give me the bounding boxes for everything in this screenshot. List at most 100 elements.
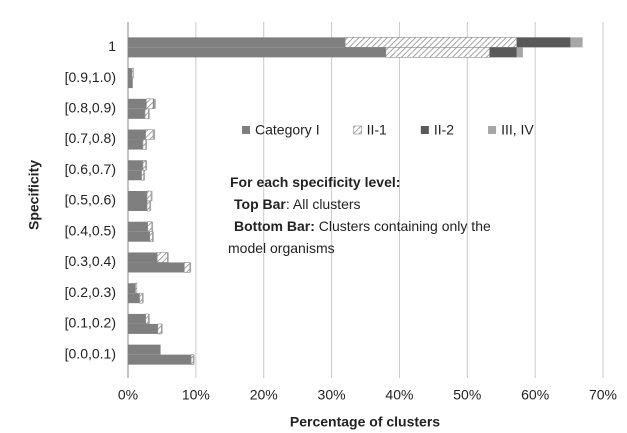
bar-segment	[139, 292, 143, 304]
bar-segment	[131, 67, 134, 79]
bar-segment	[128, 252, 158, 263]
bar-segment	[149, 231, 153, 243]
bar-segment	[344, 37, 518, 48]
bar-segment	[128, 313, 146, 324]
bar-segment	[128, 139, 143, 150]
annotation: Top Bar: All clusters	[234, 196, 361, 212]
bar-segment	[128, 98, 147, 109]
x-tick-label: 20%	[250, 387, 278, 403]
bar-segment	[190, 354, 194, 365]
x-axis-label: Percentage of clusters	[290, 414, 440, 430]
y-tick-label: [0.8,0.9)	[65, 100, 116, 116]
bar-segment	[128, 37, 346, 48]
bar-segment	[148, 313, 150, 324]
annotation-part: Clusters containing only the	[315, 218, 491, 234]
bar-segment	[157, 323, 162, 335]
bar-segment	[161, 323, 163, 334]
bar-segment	[570, 37, 583, 48]
annotation: For each specificity level:	[230, 174, 400, 190]
bar-segment	[128, 354, 192, 365]
bar-segment	[143, 170, 145, 181]
legend-label: Category I	[255, 122, 320, 138]
bar-segment	[128, 47, 386, 58]
bar-segment	[146, 98, 154, 110]
y-tick-label: [0.2,0.3)	[65, 284, 116, 300]
y-tick-label: [0.1,0.2)	[65, 315, 116, 331]
y-tick-label: [0.3,0.4)	[65, 253, 116, 269]
y-tick-label: [0.6,0.7)	[65, 161, 116, 177]
bar-segment	[156, 252, 168, 263]
bar-segment	[516, 37, 571, 48]
bar-segment	[128, 262, 185, 273]
bar-segment	[145, 129, 154, 140]
bar-segment	[145, 139, 147, 150]
bar-segment	[142, 159, 146, 171]
bar-segment	[149, 201, 152, 211]
legend-swatch	[242, 126, 250, 134]
x-tick-label: 60%	[521, 387, 549, 403]
y-tick-label: [0.5,0.6)	[65, 192, 116, 208]
bar-segment	[153, 98, 154, 109]
bar-segment	[128, 344, 161, 355]
legend-label: III, IV	[501, 122, 534, 138]
bar-segment	[141, 169, 144, 181]
x-tick-label: 30%	[318, 387, 346, 403]
bar-segment	[146, 190, 152, 202]
x-tick-label: 40%	[385, 387, 413, 403]
bar-segment	[148, 108, 150, 119]
bar-segment	[128, 160, 143, 171]
y-tick-label: 1	[108, 38, 116, 54]
bar-segment	[144, 108, 149, 120]
y-tick-label: [0.9,1.0)	[65, 69, 116, 85]
bar-segment	[151, 221, 154, 232]
annotation-part: Bottom Bar:	[234, 218, 315, 234]
x-tick-label: 50%	[453, 387, 481, 403]
bar-segment	[128, 221, 148, 232]
annotation-part: Top Bar	[234, 196, 286, 212]
bar-segment	[145, 160, 147, 171]
bar-segment	[153, 129, 156, 140]
legend-swatch	[353, 125, 362, 135]
annotation: Bottom Bar: Clusters containing only the	[234, 218, 491, 234]
y-axis-label: Specificity	[26, 160, 42, 230]
bar-segment	[128, 231, 150, 242]
bar-segment	[128, 68, 133, 79]
bar-segment	[142, 293, 144, 304]
legend-swatch	[420, 126, 429, 134]
annotation-part: For each specificity level:	[230, 174, 400, 190]
bar-segment	[167, 252, 169, 263]
y-tick-label: [0.7,0.8)	[65, 130, 116, 146]
bar-segment	[135, 282, 138, 294]
annotation-part: : All clusters	[286, 196, 361, 212]
x-tick-label: 0%	[118, 387, 138, 403]
bar-segment	[193, 354, 195, 365]
bar-segment	[128, 293, 140, 304]
bar-segment	[189, 262, 192, 273]
bar-segment	[385, 47, 490, 58]
bar-segment	[128, 191, 147, 201]
y-tick-label: [0.4,0.5)	[65, 222, 116, 238]
x-tick-label: 10%	[182, 387, 210, 403]
annotation: model organisms	[228, 240, 335, 256]
bar-segment	[147, 221, 153, 233]
bar-segment	[146, 200, 151, 212]
legend-swatch	[488, 126, 497, 134]
bar-segment	[151, 191, 153, 201]
legend-label: II-1	[367, 122, 387, 138]
bar-segment	[128, 108, 145, 119]
bar-segment	[128, 283, 136, 294]
legend-label: II-2	[434, 122, 454, 138]
annotation-part: model organisms	[228, 240, 335, 256]
bar-segment	[128, 170, 142, 181]
bar-segment	[128, 201, 147, 211]
bar-segment	[142, 139, 146, 150]
bar-segment	[128, 129, 146, 140]
bar-segment	[516, 47, 523, 58]
bar-segment	[153, 98, 156, 109]
bar-segment	[128, 78, 133, 89]
bar-segment	[145, 313, 149, 325]
y-tick-label: [0.0,0.1)	[65, 345, 116, 361]
bar-segment	[128, 323, 158, 334]
x-tick-label: 70%	[589, 387, 617, 403]
